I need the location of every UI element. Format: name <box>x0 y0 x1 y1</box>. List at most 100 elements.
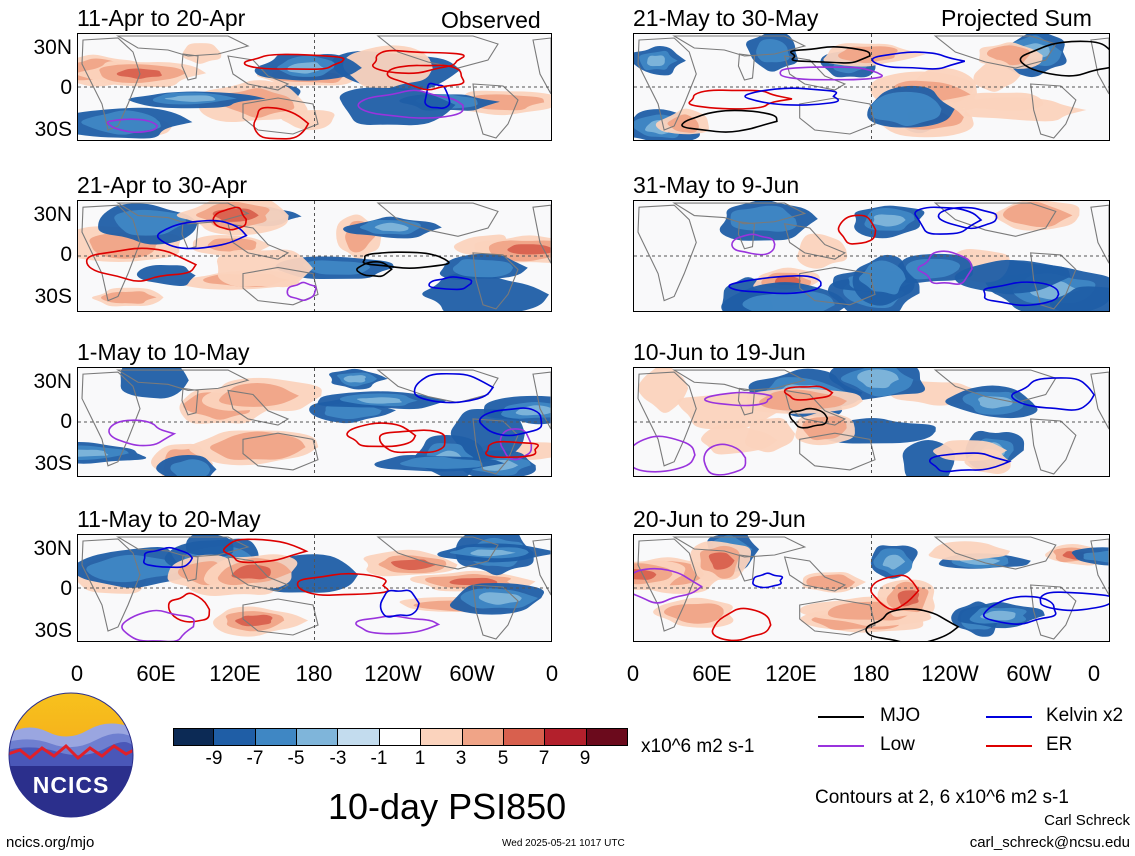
coastline <box>738 222 754 249</box>
colorbar-swatch <box>297 728 339 746</box>
contour-line <box>243 53 345 71</box>
x-tick-left-60w: 60W <box>449 661 495 686</box>
contour-line <box>222 538 309 564</box>
contour-line <box>983 281 1060 307</box>
anomaly-field <box>78 368 551 476</box>
coastline <box>638 539 696 631</box>
contour-line <box>634 567 703 604</box>
coastline <box>533 539 551 595</box>
colorbar-label: -9 <box>205 748 223 769</box>
positive-anomaly <box>664 603 724 624</box>
positive-anomaly <box>802 416 847 441</box>
negative-anomaly <box>857 369 899 389</box>
contour-line <box>779 66 884 81</box>
negative-anomaly <box>374 222 409 232</box>
coastline <box>674 537 805 557</box>
legend-kelvin-label: Kelvin x2 <box>1046 705 1124 726</box>
y-tick-30n-row4: 30N <box>33 537 72 560</box>
contour-line <box>386 64 465 91</box>
positive-anomaly <box>507 244 551 255</box>
panel-title-6: 31-May to 9-Jun <box>633 172 800 198</box>
contour-line <box>870 574 920 611</box>
y-tick-0-row1: 0 <box>60 76 72 99</box>
contour-line <box>917 250 973 285</box>
contour-line <box>121 609 195 641</box>
footer-email[interactable]: carl_schreck@ncsu.edu <box>969 834 1130 851</box>
negative-anomaly <box>81 110 161 135</box>
colorbar-swatch <box>586 728 628 746</box>
footer-url[interactable]: ncics.org/mjo <box>6 834 95 851</box>
colorbar-swatch <box>503 728 546 746</box>
coastline <box>935 537 1056 569</box>
coastline <box>674 203 805 224</box>
contour-line <box>982 595 1057 625</box>
contour-line <box>711 607 772 641</box>
contour-line <box>156 219 248 250</box>
negative-anomaly <box>356 397 403 404</box>
positive-anomaly <box>116 68 162 79</box>
positive-anomaly <box>219 383 299 407</box>
x-tick-left-120e: 120E <box>209 661 261 686</box>
coastline <box>473 419 518 474</box>
negative-anomaly <box>742 291 835 311</box>
positive-anomaly <box>182 43 222 64</box>
contour-line <box>346 422 417 448</box>
coastline <box>82 205 140 300</box>
contour-line <box>106 118 159 134</box>
contour-line <box>731 233 776 256</box>
coastline <box>243 433 318 470</box>
positive-anomaly <box>235 614 273 627</box>
anomaly-field <box>78 535 551 641</box>
coastline <box>800 433 875 470</box>
coastline <box>182 388 198 414</box>
contour-line <box>424 82 451 110</box>
negative-anomaly <box>978 396 1014 409</box>
positive-anomaly <box>638 368 689 413</box>
legend-low-label: Low <box>880 734 915 755</box>
legend-low-line <box>818 745 864 747</box>
projected-sum-label: Projected Sum <box>941 5 1092 31</box>
positive-anomaly <box>101 291 157 304</box>
panel-title-5: 21-May to 30-May <box>633 5 819 31</box>
positive-anomaly <box>897 590 920 607</box>
coastline <box>182 54 198 80</box>
coastline <box>935 36 1056 68</box>
x-tick-right-60e: 60E <box>692 661 732 686</box>
contour-line <box>681 109 778 133</box>
coastline <box>243 599 318 635</box>
positive-anomaly <box>634 569 657 580</box>
coastline <box>800 98 875 134</box>
negative-anomaly <box>647 55 665 67</box>
positive-anomaly <box>797 233 848 269</box>
coastline <box>82 372 140 466</box>
coastline <box>638 205 696 300</box>
coastline <box>118 537 248 557</box>
positive-anomaly <box>207 238 257 252</box>
negative-anomaly <box>164 95 216 102</box>
positive-anomaly <box>216 249 313 288</box>
coastline <box>378 537 498 569</box>
map-panel-7 <box>633 367 1110 477</box>
colorbar-swatch <box>214 728 256 746</box>
coastline <box>118 36 248 56</box>
legend-mjo-line <box>818 716 864 718</box>
contour-line <box>1019 40 1109 77</box>
legend-er-label: ER <box>1046 734 1073 755</box>
positive-anomaly <box>231 564 271 580</box>
contour-line <box>688 89 793 110</box>
y-tick-30s-row3: 30S <box>34 452 72 475</box>
contour-line <box>253 106 310 140</box>
coastline <box>738 555 754 581</box>
contour-line <box>788 407 829 429</box>
negative-anomaly <box>452 259 514 278</box>
coastline <box>1091 539 1109 595</box>
y-tick-30s-row1: 30S <box>34 118 72 141</box>
negative-anomaly <box>400 456 483 469</box>
contour-line <box>937 206 998 230</box>
coastline <box>533 205 551 263</box>
contour-line <box>789 46 871 64</box>
contour-line <box>108 419 177 447</box>
x-tick-left-180: 180 <box>295 661 333 686</box>
coastline <box>182 555 198 581</box>
negative-anomaly <box>882 554 906 570</box>
